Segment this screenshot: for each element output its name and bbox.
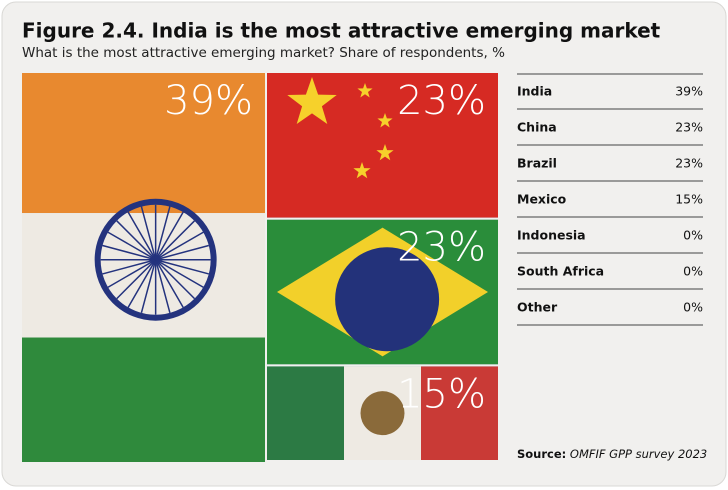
source-text: OMFIF GPP survey 2023 (570, 447, 707, 461)
source-note: Source: OMFIF GPP survey 2023 (517, 447, 707, 461)
table-value: 15% (675, 192, 703, 207)
chart-subtitle: What is the most attractive emerging mar… (22, 45, 505, 61)
table-category: India (517, 84, 552, 99)
table-category: China (517, 120, 557, 135)
table-value: 23% (675, 156, 703, 171)
flag (267, 219, 498, 365)
flag-spoke (155, 258, 209, 275)
flag-spoke (127, 259, 157, 308)
flag-spoke (107, 259, 157, 288)
flag-spoke (155, 211, 184, 261)
table-value: 0% (683, 300, 703, 315)
flag-spoke (140, 206, 157, 260)
flag-spoke (116, 259, 157, 300)
flag-spoke (127, 211, 157, 261)
cell-value-label: 23% (397, 78, 486, 124)
flag (22, 73, 265, 462)
flag-spoke (155, 259, 184, 308)
table-category: Other (517, 300, 558, 315)
cell-value-label: 15% (397, 371, 486, 417)
flag-spoke (102, 244, 156, 261)
flag-star (287, 77, 337, 124)
flag-spoke (155, 259, 196, 300)
flag (267, 73, 498, 218)
table-category: Brazil (517, 156, 557, 171)
flag-spoke (140, 259, 157, 314)
flag-wheel (94, 198, 217, 321)
source-label: Source: (517, 447, 566, 461)
table-value: 39% (675, 84, 703, 99)
table-value: 0% (683, 228, 703, 243)
flag-stripe (421, 366, 498, 460)
flag-spoke (154, 259, 171, 314)
flag-stripe (267, 366, 344, 460)
flag-spoke (107, 231, 157, 261)
flag-spoke (155, 220, 196, 261)
flag-star (357, 83, 373, 98)
table-value: 23% (675, 120, 703, 135)
flag-spoke (116, 220, 157, 261)
flag-star (377, 113, 393, 128)
table-category: Mexico (517, 192, 567, 207)
flag-stripe (22, 73, 265, 214)
cell-value-label: 23% (397, 225, 486, 271)
flag-spoke (154, 206, 171, 260)
flag-star (353, 162, 371, 179)
cell-value-label: 39% (164, 78, 253, 124)
flag-spoke (155, 244, 209, 261)
flag-star (376, 144, 394, 161)
flag-spoke (155, 231, 204, 261)
flag-emblem (360, 391, 405, 436)
table-value: 0% (683, 264, 703, 279)
table-category: Indonesia (517, 228, 586, 243)
table-category: South Africa (517, 264, 604, 279)
flag-spoke (102, 258, 156, 275)
flag-stripe (22, 337, 265, 462)
chart-title: Figure 2.4. India is the most attractive… (22, 19, 661, 43)
flag-globe (335, 247, 440, 352)
flag-spoke (155, 259, 204, 288)
flag (267, 366, 498, 460)
